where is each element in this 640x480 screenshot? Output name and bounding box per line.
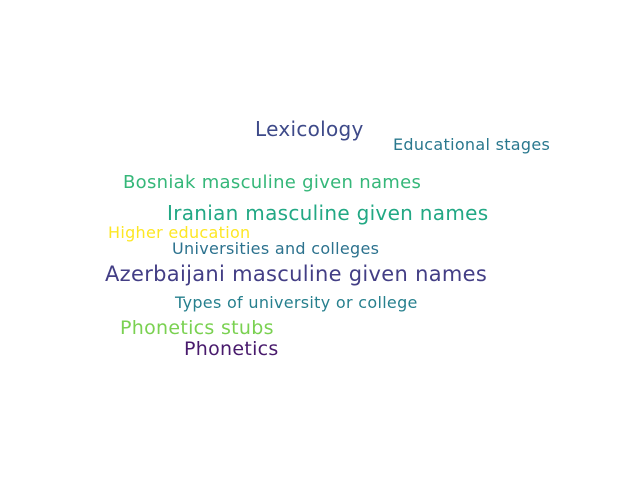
word-phonetics-stubs: Phonetics stubs [120,317,274,339]
word-universities-and-colleges: Universities and colleges [172,239,380,258]
word-higher-education: Higher education [108,223,251,242]
word-azerbaijani-masculine-given-names: Azerbaijani masculine given names [105,262,488,286]
word-lexicology: Lexicology [255,117,364,141]
word-bosniak-masculine-given-names: Bosniak masculine given names [123,172,422,193]
word-educational-stages: Educational stages [393,135,551,154]
word-iranian-masculine-given-names: Iranian masculine given names [167,201,489,225]
word-types-of-university-or-college: Types of university or college [175,293,418,312]
word-phonetics: Phonetics [184,338,279,360]
